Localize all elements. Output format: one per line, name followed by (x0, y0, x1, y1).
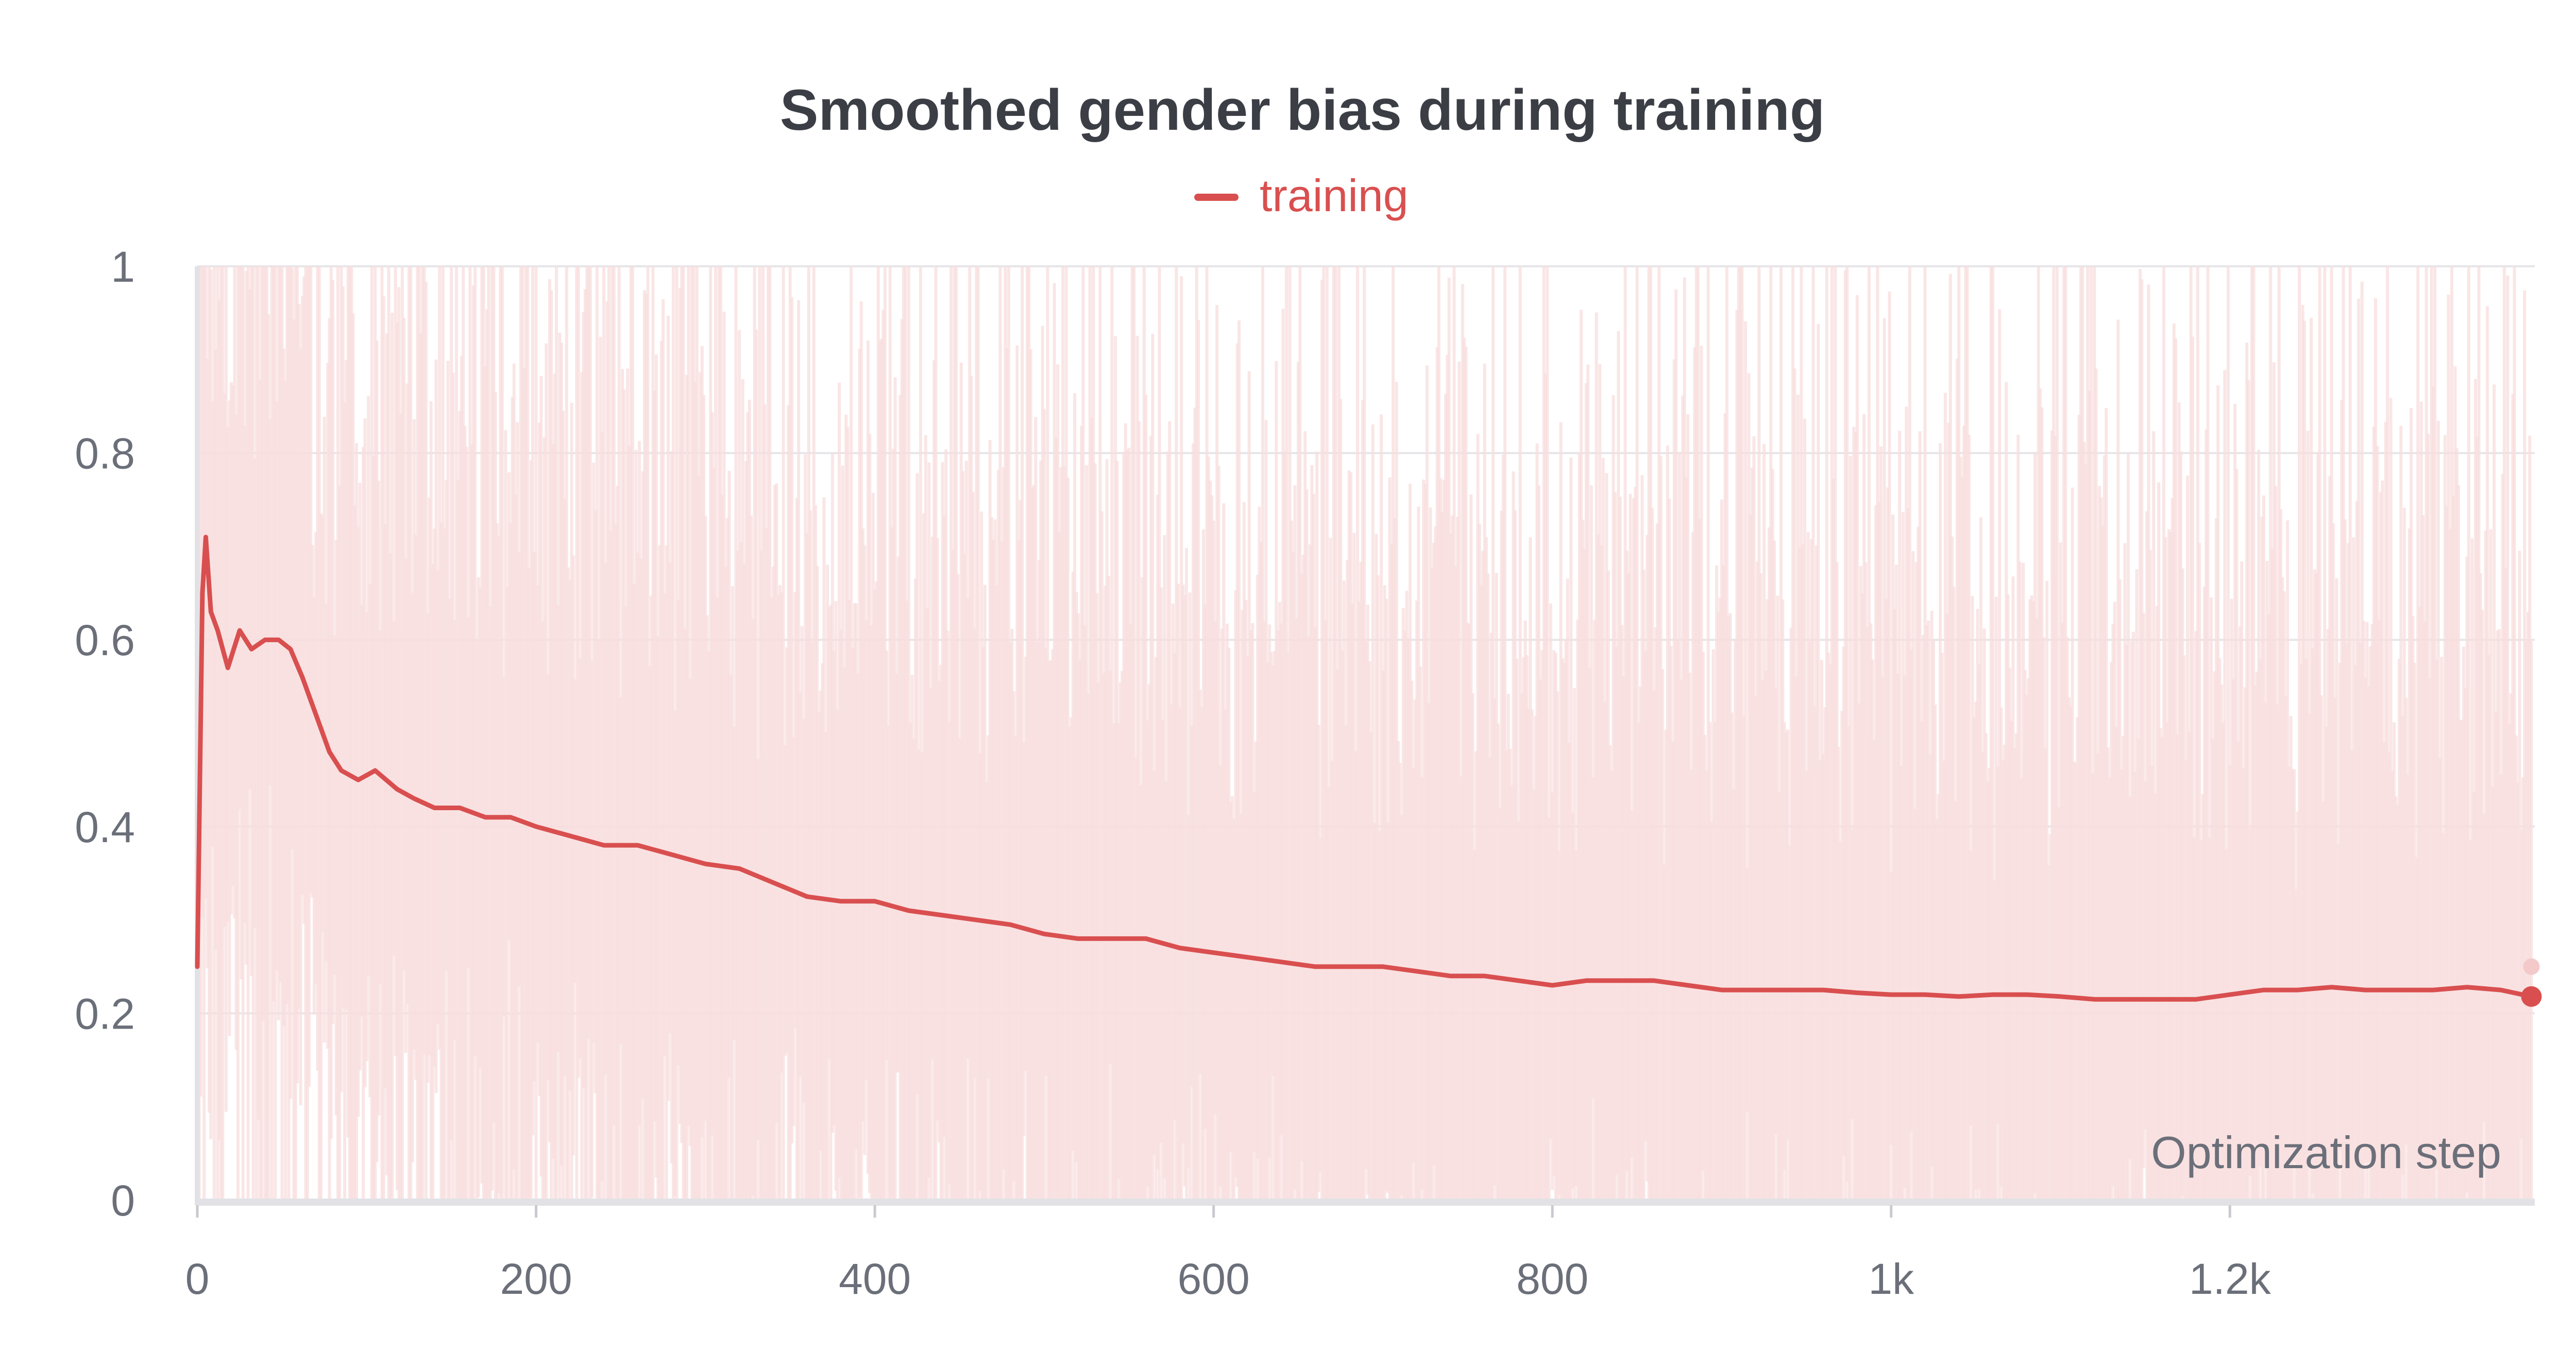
smoothed-series-line-training[interactable] (195, 535, 2534, 1002)
y-axis-ticks: 0 0.2 0.4 0.6 0.8 1 (75, 243, 135, 1225)
axes (195, 266, 2535, 1206)
chart-title: Smoothed gender bias during training (780, 78, 1825, 142)
legend-label-training[interactable]: training (1260, 170, 1409, 221)
y-tick-label: 0 (111, 1176, 135, 1225)
x-tick-label: 600 (1178, 1255, 1250, 1303)
raw-series-end-point[interactable] (2523, 958, 2540, 975)
x-tick-label: 200 (500, 1255, 572, 1303)
x-tick-label: 0 (185, 1255, 210, 1303)
x-tick-label: 800 (1516, 1255, 1588, 1303)
y-tick-label: 0.4 (75, 803, 135, 851)
y-tick-label: 0.6 (75, 616, 135, 664)
x-axis-label: Optimization step (2151, 1127, 2501, 1178)
y-tick-label: 0.8 (75, 430, 135, 478)
raw-series-training (197, 266, 2533, 1200)
x-tick-label: 1.2k (2189, 1255, 2272, 1303)
x-axis-ticks: 0 200 400 600 800 1k 1.2k (185, 1205, 2272, 1303)
legend[interactable]: training (1194, 170, 1409, 221)
x-tick-label: 1k (1868, 1255, 1914, 1303)
y-tick-label: 0.2 (75, 989, 135, 1038)
x-tick-label: 400 (839, 1255, 911, 1303)
smoothed-series-end-point[interactable] (2521, 986, 2542, 1007)
y-tick-label: 1 (111, 243, 135, 291)
